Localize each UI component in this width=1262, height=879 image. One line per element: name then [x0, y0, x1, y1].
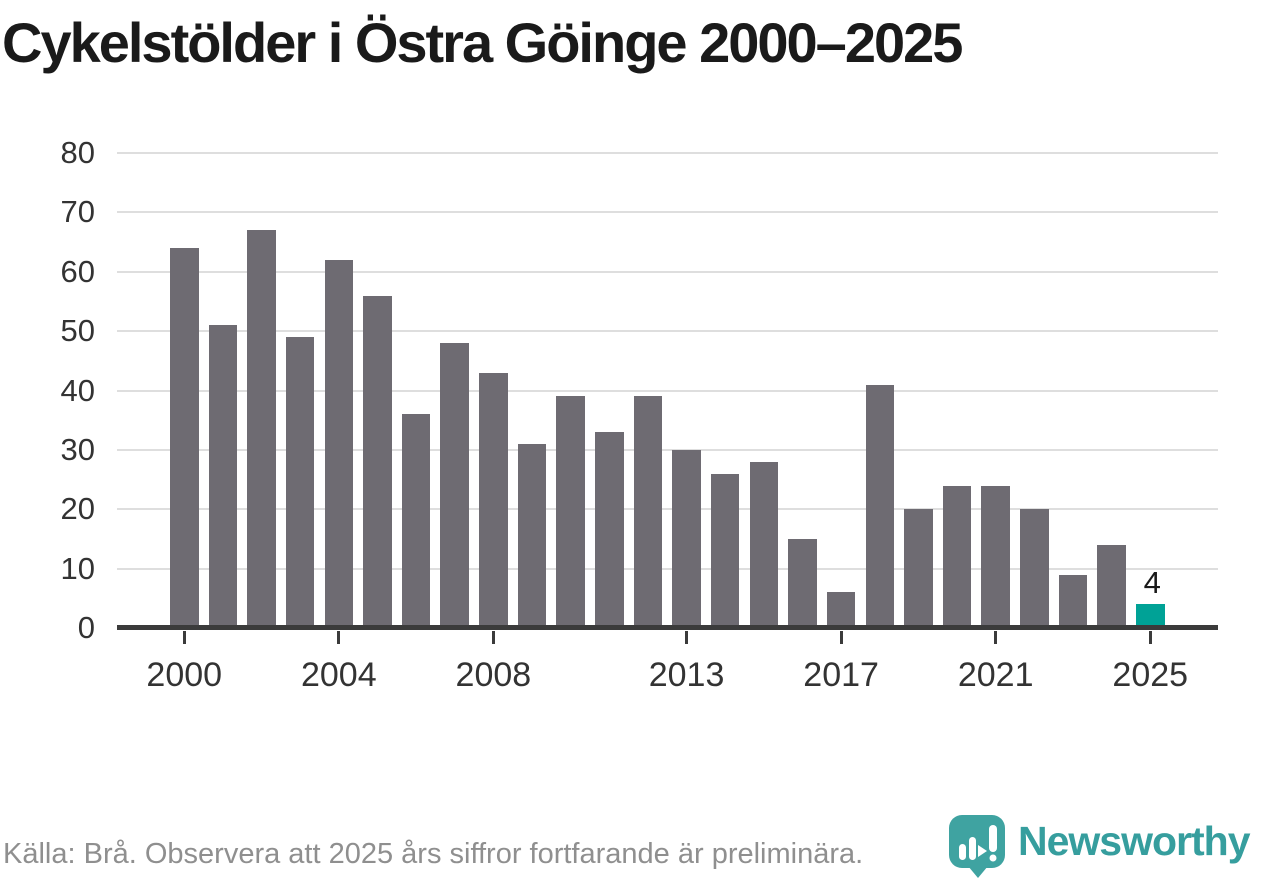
bar-2007: [440, 343, 469, 628]
y-axis-tick-label: 0: [77, 610, 95, 645]
bar-2002: [247, 230, 276, 628]
bar-2000: [170, 248, 199, 628]
bar-2023: [1058, 574, 1088, 628]
x-axis-tick: [839, 631, 843, 644]
x-axis-tick: [1148, 631, 1152, 644]
x-axis-tick: [994, 631, 998, 644]
bar-chart: [117, 152, 1218, 628]
x-axis-tick-label: 2008: [455, 656, 532, 694]
bar-2022: [1020, 509, 1049, 628]
y-axis-tick-label: 80: [60, 135, 95, 170]
x-axis-tick-label: 2004: [300, 656, 377, 694]
bar-2009: [517, 443, 547, 628]
gridline-30: [117, 448, 1218, 451]
x-axis-tick: [491, 631, 495, 644]
x-axis-tick-label: 2000: [146, 656, 223, 694]
x-axis-tick: [685, 631, 689, 644]
bar-2001: [208, 325, 238, 628]
highlight-value-label: 4: [1143, 565, 1161, 600]
page-title: Cykelstölder i Östra Göinge 2000–2025: [2, 11, 963, 74]
x-axis-tick: [182, 631, 186, 644]
x-axis-tick-label: 2013: [648, 656, 725, 694]
bar-2016: [788, 538, 817, 628]
y-axis-tick-label: 20: [60, 491, 95, 527]
bar-2010: [556, 396, 585, 628]
bar-2018: [865, 384, 895, 628]
source-note: Källa: Brå. Observera att 2025 års siffr…: [3, 838, 864, 870]
y-axis-tick-label: 30: [60, 431, 95, 467]
gridline-40: [117, 389, 1218, 392]
bar-2004: [324, 259, 354, 628]
gridline-10: [117, 567, 1218, 570]
gridline-50: [117, 330, 1218, 333]
bar-2024: [1097, 544, 1126, 628]
y-axis-tick-label: 50: [60, 313, 95, 349]
x-axis-tick-label: 2021: [957, 656, 1034, 694]
bar-2012: [633, 396, 663, 628]
x-axis-tick-label: 2025: [1112, 656, 1189, 694]
y-axis-tick-label: 10: [60, 550, 95, 586]
bar-2013: [672, 449, 701, 628]
bar-2005: [363, 295, 392, 628]
bar-chart-speech-bubble-icon: [949, 815, 1005, 878]
x-axis-line: [117, 625, 1218, 630]
y-axis-tick-label: 40: [60, 372, 95, 408]
bar-2014: [710, 473, 740, 628]
bar-2021: [981, 485, 1010, 628]
gridline-70: [117, 211, 1218, 214]
y-axis-tick-label: 60: [60, 253, 95, 289]
x-axis-tick: [337, 631, 341, 644]
bar-2020: [942, 485, 972, 628]
gridline-80: [117, 152, 1218, 154]
bar-2006: [401, 414, 431, 628]
bar-2011: [595, 432, 624, 628]
gridline-60: [117, 270, 1218, 273]
bar-2015: [749, 461, 779, 628]
bar-2019: [904, 509, 933, 628]
gridline-20: [117, 508, 1218, 511]
newsworthy-logo: Newsworthy: [946, 810, 1262, 879]
x-axis-tick-label: 2017: [803, 656, 879, 694]
bar-2025: [1136, 604, 1165, 628]
newsworthy-wordmark: Newsworthy: [1018, 818, 1250, 864]
bar-2017: [826, 592, 856, 628]
bar-2008: [479, 372, 508, 628]
y-axis-tick-label: 70: [60, 194, 95, 230]
bar-2003: [285, 337, 315, 628]
